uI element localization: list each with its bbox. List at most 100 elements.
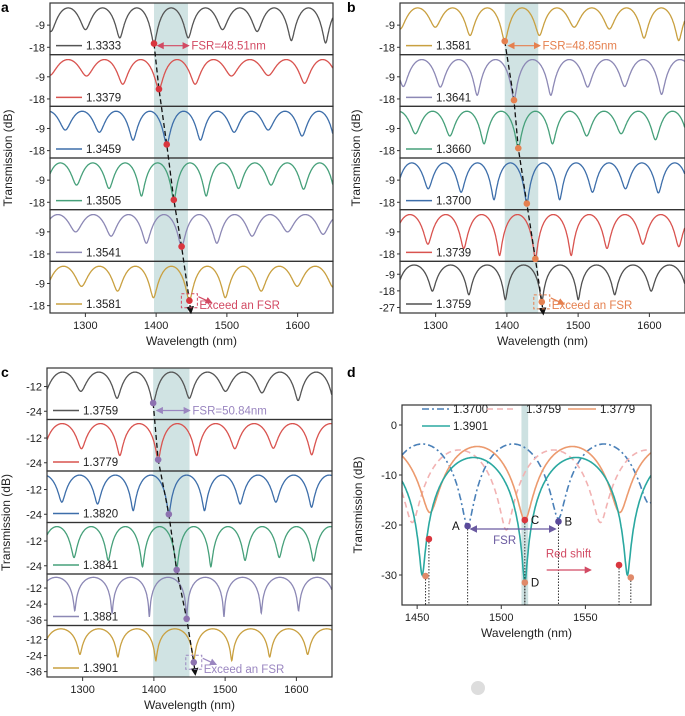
x-tick-label: 1500 <box>215 320 239 332</box>
series-line-1.3505 <box>50 162 333 201</box>
x-tick-label: 1300 <box>70 684 94 696</box>
panel-label-d: d <box>347 364 356 380</box>
series-line-1.3779 <box>47 422 332 461</box>
x-tick-label: 1400 <box>144 320 168 332</box>
x-tick-label: 1400 <box>495 320 519 332</box>
dip-marker <box>183 615 190 623</box>
point-label-C: C <box>531 515 539 527</box>
point-marker <box>425 535 433 543</box>
x-axis-label: Wavelength (nm) <box>497 334 588 348</box>
y-tick-label: -12 <box>26 536 42 548</box>
dip-marker <box>165 510 173 518</box>
legend-label: 1.3779 <box>600 404 635 416</box>
y-tick-label: -12 <box>26 583 42 595</box>
y-tick-label: -18 <box>379 94 395 106</box>
y-tick-label: -12 <box>26 433 42 445</box>
series-line-1.3581 <box>50 265 333 302</box>
x-tick-label: 1600 <box>285 320 309 332</box>
y-tick-label: -9 <box>385 227 395 239</box>
point-label-B: B <box>564 517 572 529</box>
dip-marker <box>173 566 180 574</box>
red-shift-label: Red shift <box>546 549 592 561</box>
watermark-logo-icon <box>471 681 485 695</box>
y-tick-label: -9 <box>385 72 395 84</box>
y-tick-label: -9 <box>35 227 45 239</box>
series-line-1.3700 <box>402 443 651 527</box>
y-tick-label: -18 <box>29 249 45 261</box>
x-axis-label: Wavelength (nm) <box>481 626 572 640</box>
point-marker <box>627 574 635 581</box>
dip-marker <box>501 37 509 45</box>
y-tick-label: 0 <box>391 420 397 432</box>
y-tick-label: -9 <box>385 20 395 32</box>
x-tick-label: 1400 <box>142 684 166 696</box>
y-tick-label: -9 <box>385 175 395 187</box>
dip-marker <box>538 298 546 306</box>
plot-frame <box>401 404 652 606</box>
series-line-1.3820 <box>47 474 332 515</box>
legend-label: 1.3700 <box>453 404 488 416</box>
dip-marker <box>149 399 157 407</box>
point-marker <box>422 572 429 580</box>
legend-label: 1.3901 <box>83 663 118 675</box>
legend-label: 1.3759 <box>83 406 118 418</box>
series-line-1.3541 <box>50 213 333 248</box>
dip-marker <box>154 456 162 463</box>
dip-marker <box>523 200 531 207</box>
y-tick-label: -30 <box>381 570 397 582</box>
legend-label: 1.3901 <box>453 421 488 433</box>
dip-marker <box>150 40 158 47</box>
legend-label: 1.3641 <box>436 92 471 104</box>
x-tick-label: 1450 <box>405 612 429 624</box>
fsr-label: FSR=48.85nm <box>543 41 617 53</box>
y-tick-label: -9 <box>35 72 45 84</box>
panel-label-a: a <box>1 0 9 15</box>
y-tick-label: -18 <box>29 94 45 106</box>
y-axis-label: Transmission (dB) <box>351 457 365 554</box>
point-label-A: A <box>452 521 460 533</box>
y-axis-label: Transmission (dB) <box>349 110 363 207</box>
legend-label: 1.3333 <box>86 41 121 53</box>
panel-label-b: b <box>347 0 356 15</box>
x-tick-label: 1500 <box>566 320 590 332</box>
y-tick-label: -24 <box>26 561 42 573</box>
series-line-1.3700 <box>400 162 685 205</box>
x-tick-label: 1500 <box>213 684 237 696</box>
subplot-frame <box>46 624 333 678</box>
x-axis-label: Wavelength (nm) <box>146 334 237 348</box>
series-line-1.3459 <box>50 110 333 146</box>
exceed-arrow <box>550 297 566 305</box>
legend-label: 1.3841 <box>83 560 118 572</box>
dip-marker <box>510 96 518 104</box>
legend-label: 1.3379 <box>86 92 121 104</box>
series-line-1.3641 <box>400 58 685 102</box>
dip-marker <box>178 243 185 250</box>
y-tick-label: -18 <box>29 146 45 158</box>
legend-label: 1.3541 <box>86 247 121 259</box>
exceed-label: Exceed an FSR <box>204 664 285 676</box>
exceed-box <box>180 293 198 309</box>
dip-marker <box>190 658 198 666</box>
panel-label-c: c <box>1 364 9 380</box>
y-axis-label: Transmission (dB) <box>1 110 15 207</box>
y-tick-label: -36 <box>26 667 42 679</box>
y-tick-label: -18 <box>29 42 45 54</box>
y-tick-label: -9 <box>385 269 395 281</box>
y-tick-label: -9 <box>35 20 45 32</box>
y-tick-label: -20 <box>381 520 397 532</box>
series-line-1.3881 <box>47 576 332 619</box>
x-tick-label: 1600 <box>284 684 308 696</box>
point-label-D: D <box>531 578 539 590</box>
y-tick-label: -36 <box>26 615 42 627</box>
point-marker <box>464 522 471 530</box>
point-marker <box>521 516 529 524</box>
y-tick-label: -18 <box>379 286 395 298</box>
exceed-box <box>533 294 551 310</box>
series-line-1.3759 <box>400 264 685 303</box>
exceed-label: Exceed an FSR <box>199 300 280 312</box>
x-tick-label: 1500 <box>489 612 513 624</box>
series-line-1.3739 <box>400 213 685 260</box>
legend-label: 1.3700 <box>436 196 471 208</box>
legend-label: 1.3660 <box>436 144 471 156</box>
legend-label: 1.3759 <box>526 404 561 416</box>
